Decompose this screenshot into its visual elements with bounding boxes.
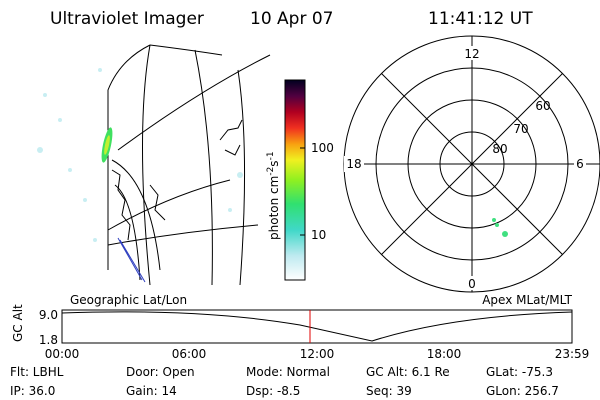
colorbar [284, 79, 306, 281]
colorbar-tick-label: 10 [311, 228, 326, 242]
label-bg [574, 156, 586, 172]
timeline-axis-label: GC Alt [11, 304, 25, 342]
unit: photon cm [267, 176, 281, 240]
timeline-box [61, 309, 573, 344]
colorbar-tick-label: 100 [311, 141, 334, 155]
x-label: 00:00 [45, 347, 80, 361]
unit: s [267, 160, 281, 166]
footer-field: GC Alt: 6.1 Re [366, 365, 450, 379]
footer-field: IP: 36.0 [10, 384, 55, 398]
footer-field: Seq: 39 [366, 384, 412, 398]
footer: Flt: LBHL Door: Open Mode: Normal GC Alt: 6… [10, 365, 559, 398]
mlt-label: 12 [464, 47, 479, 61]
y-label: 9.0 [39, 308, 58, 322]
footer-field: Mode: Normal [246, 365, 330, 379]
x-label: 18:00 [427, 347, 462, 361]
label-bg [466, 276, 478, 290]
aurora-polar [492, 218, 508, 237]
polar-grid [343, 35, 600, 293]
unit-exp: -1 [266, 151, 276, 160]
lat-label: 60 [535, 99, 550, 113]
lat-label: 80 [492, 142, 507, 156]
time: 11:41:12 UT [428, 9, 533, 29]
map [107, 44, 271, 286]
timeline-left-label: Geographic Lat/Lon [70, 293, 187, 307]
y-label: 1.8 [39, 333, 58, 347]
mlt-label: 0 [468, 277, 476, 291]
footer-field: GLon: 256.7 [486, 384, 559, 398]
altitude-curve [61, 311, 573, 342]
label-bg [344, 156, 364, 172]
aurora [37, 68, 243, 242]
x-label: 12:00 [300, 347, 335, 361]
timeline-right-label: Apex MLat/MLT [482, 293, 572, 307]
mlt-label: 18 [346, 157, 361, 171]
unit-exp: -2 [266, 167, 276, 176]
footer-field: Gain: 14 [126, 384, 177, 398]
footer-field: Door: Open [126, 365, 195, 379]
instrument: Ultraviolet Imager [50, 9, 204, 29]
x-label: 06:00 [172, 347, 207, 361]
date: 10 Apr 07 [250, 9, 333, 29]
footer-field: GLat: -75.3 [486, 365, 553, 379]
footer-field: Dsp: -8.5 [246, 384, 300, 398]
colorbar-label: photon cm-2s-1 [266, 151, 281, 240]
x-label: 23:59 [555, 347, 590, 361]
footer-field: Flt: LBHL [10, 365, 64, 379]
lat-label: 70 [513, 122, 528, 136]
mlt-label: 6 [576, 157, 584, 171]
label-bg [462, 46, 482, 60]
